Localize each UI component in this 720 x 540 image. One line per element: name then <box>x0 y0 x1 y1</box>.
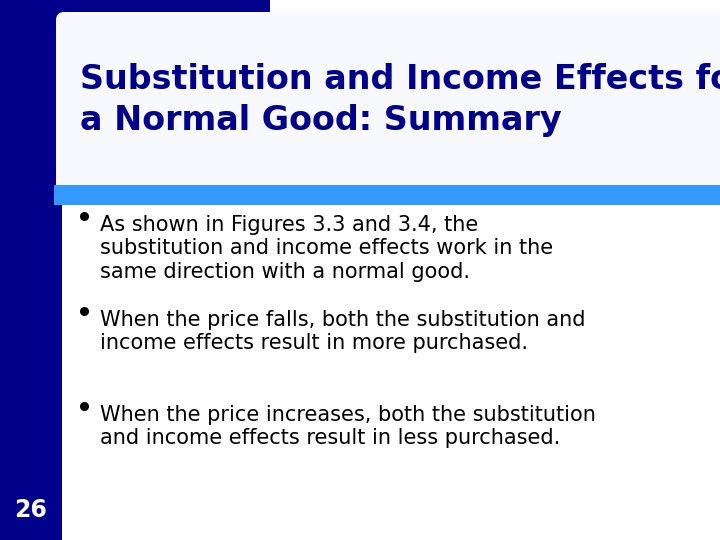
Bar <box>0 0 270 200</box>
Bar <box>54 185 720 205</box>
Text: When the price falls, both the substitution and: When the price falls, both the substitut… <box>100 310 585 330</box>
Text: When the price increases, both the substitution: When the price increases, both the subst… <box>100 405 596 425</box>
Text: substitution and income effects work in the: substitution and income effects work in … <box>100 238 553 258</box>
Text: and income effects result in less purchased.: and income effects result in less purcha… <box>100 428 560 448</box>
Text: As shown in Figures 3.3 and 3.4, the: As shown in Figures 3.3 and 3.4, the <box>100 215 478 235</box>
Text: Substitution and Income Effects for
a Normal Good: Summary: Substitution and Income Effects for a No… <box>80 63 720 137</box>
Text: 26: 26 <box>14 498 48 522</box>
Bar <box>0 0 62 540</box>
FancyBboxPatch shape <box>56 12 720 193</box>
Text: same direction with a normal good.: same direction with a normal good. <box>100 261 470 281</box>
Text: income effects result in more purchased.: income effects result in more purchased. <box>100 333 528 353</box>
